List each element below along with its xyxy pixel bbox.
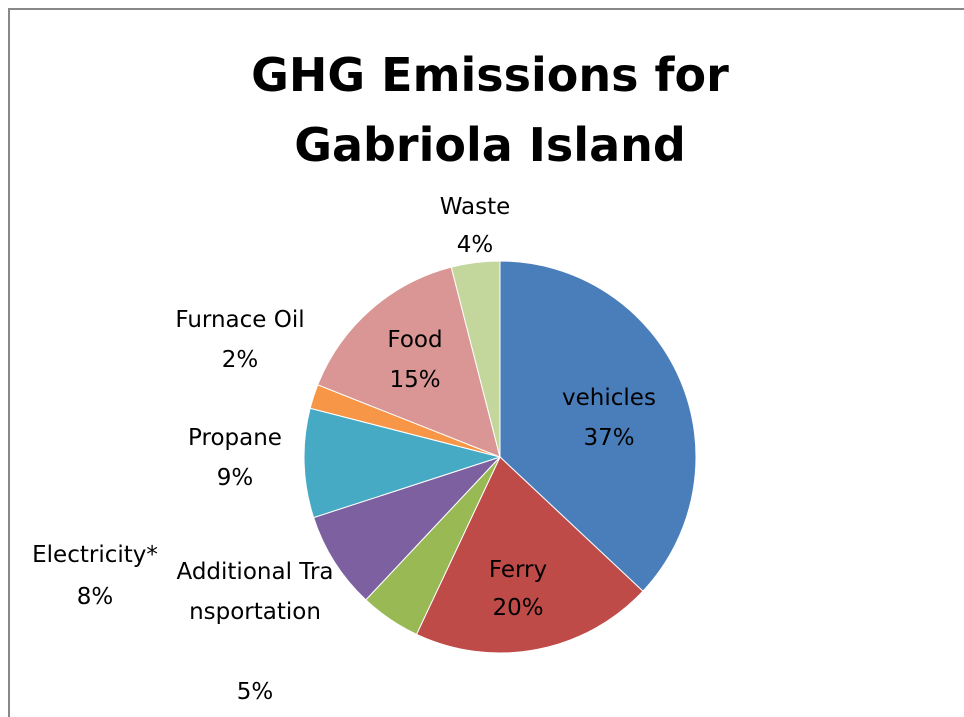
slice-name: Electricity* [32, 542, 158, 568]
slice-name: Additional Transportation [176, 559, 334, 625]
value-label: 15% [389, 367, 441, 393]
slice-name: Propane [188, 425, 282, 451]
value-label: 8% [76, 584, 114, 610]
pie-slice [450, 260, 501, 458]
value-label: 2% [221, 347, 259, 373]
value-label: 4% [456, 232, 494, 258]
pie-slice [312, 456, 501, 601]
slice-name: Food [387, 327, 443, 353]
slice-name: Ferry [488, 557, 548, 583]
slice-name: Waste [439, 194, 511, 220]
slice-name: vehicles [562, 385, 656, 411]
value-label: 37% [583, 425, 635, 451]
value-label: 20% [492, 595, 544, 621]
slice-name: Furnace Oil [175, 307, 305, 333]
value-label: 9% [216, 465, 254, 491]
pie-slice [415, 456, 644, 654]
value-label: 5% [236, 679, 274, 705]
chart-title: GHG Emissions for Gabriola Island [251, 48, 729, 172]
chart-frame [8, 8, 964, 717]
pie-slice [303, 407, 502, 519]
pie-slice [317, 266, 501, 458]
pie-slice [499, 260, 697, 592]
